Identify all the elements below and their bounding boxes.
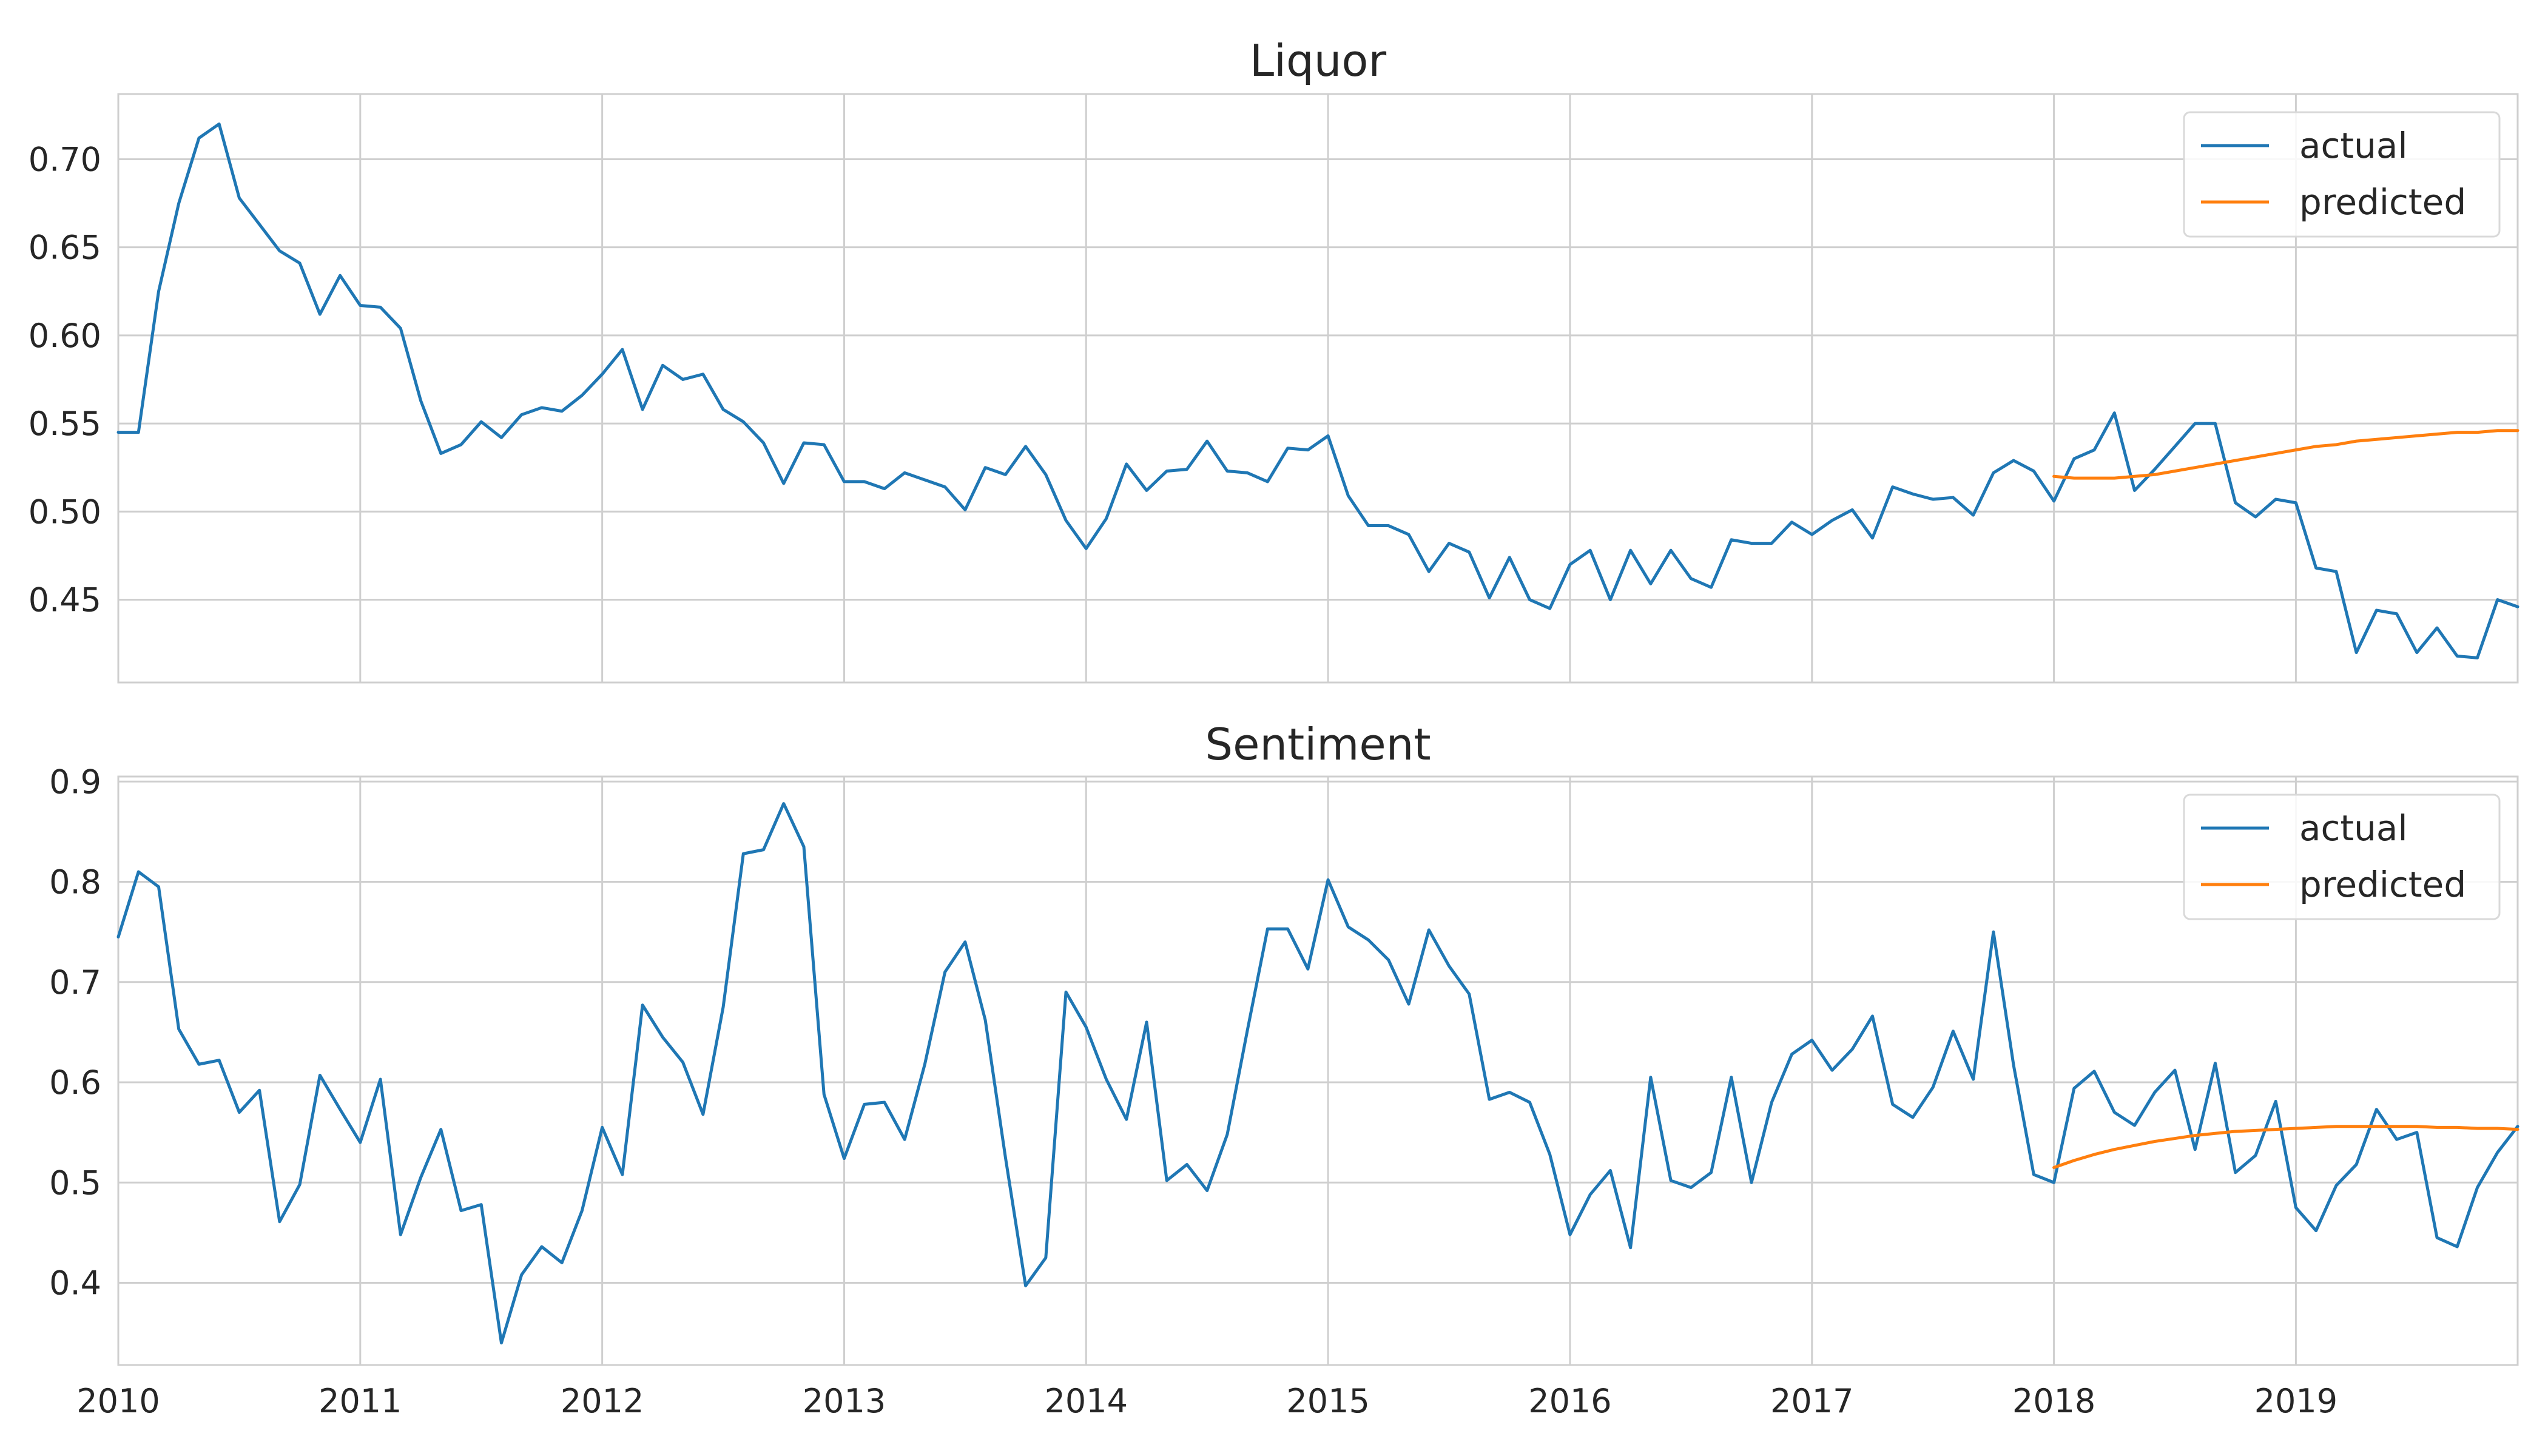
x-tick-label: 2010 (76, 1382, 160, 1420)
y-tick-label: 0.6 (49, 1063, 101, 1102)
legend-label-actual: actual (2299, 125, 2408, 166)
x-axis-tick-labels: 2010 2011 2012 2013 2014 2015 2016 2017 2018 2019 (76, 1382, 2337, 1420)
x-tick-label: 2017 (1770, 1382, 1853, 1420)
y-tick-label: 0.7 (49, 963, 101, 1002)
sentiment-panel: 0.4 0.5 0.6 0.7 0.8 0.9 Sentiment actual predict… (49, 719, 2519, 1366)
y-tick-label: 0.4 (49, 1264, 101, 1302)
x-tick-label: 2012 (561, 1382, 644, 1420)
y-tick-label: 0.5 (49, 1164, 101, 1202)
y-tick-label: 0.60 (29, 317, 101, 355)
legend-label-predicted: predicted (2299, 181, 2466, 223)
chart-title: Sentiment (1205, 719, 1431, 770)
series-line-predicted (2052, 1125, 2519, 1169)
chart-title: Liquor (1250, 35, 1387, 86)
y-tick-label: 0.50 (29, 493, 101, 531)
x-tick-label: 2013 (803, 1382, 886, 1420)
y-tick-label: 0.9 (49, 763, 101, 801)
x-tick-label: 2015 (1286, 1382, 1369, 1420)
y-tick-label: 0.70 (29, 140, 101, 178)
legend-label-predicted: predicted (2299, 864, 2466, 905)
x-tick-label: 2011 (318, 1382, 402, 1420)
legend-label-actual: actual (2299, 807, 2408, 849)
x-tick-label: 2018 (2012, 1382, 2095, 1420)
plot-frame (117, 775, 2519, 1366)
plot-frame (117, 93, 2519, 684)
x-tick-label: 2014 (1045, 1382, 1128, 1420)
series-line-actual (116, 122, 2519, 659)
y-tick-label: 0.45 (29, 581, 101, 619)
y-tick-label: 0.65 (29, 229, 101, 267)
legend-box (2183, 111, 2501, 238)
y-tick-label: 0.55 (29, 405, 101, 443)
y-tick-label: 0.8 (49, 863, 101, 902)
legend: actual predicted (2183, 111, 2501, 238)
legend: actual predicted (2183, 794, 2501, 920)
x-tick-label: 2019 (2254, 1382, 2337, 1420)
x-tick-label: 2016 (1528, 1382, 1611, 1420)
series-line-predicted (2052, 429, 2519, 480)
legend-box (2183, 794, 2501, 920)
series-line-actual (116, 802, 2519, 1345)
liquor-panel: 0.45 0.50 0.55 0.60 0.65 0.70 Liquor actual pred… (29, 35, 2519, 684)
